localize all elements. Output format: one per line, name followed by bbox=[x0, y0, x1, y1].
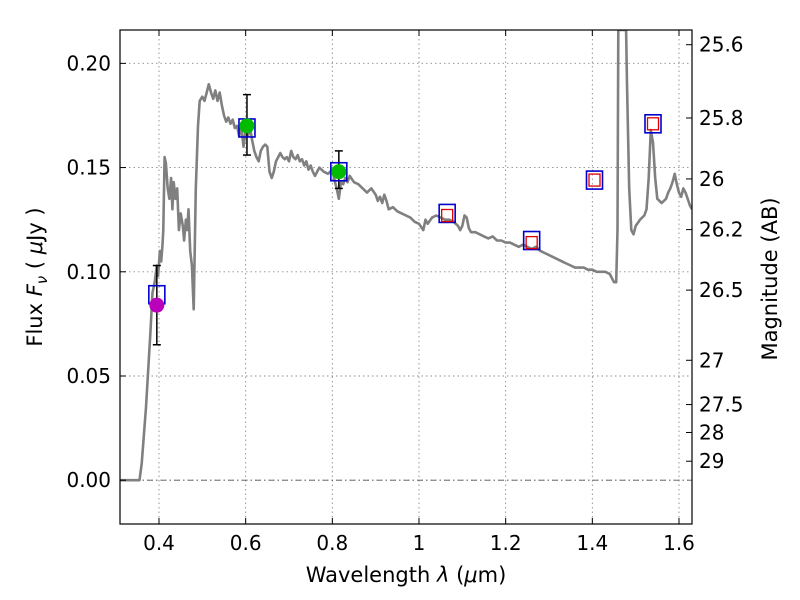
y2-tick-label: 29 bbox=[699, 449, 724, 473]
y2-tick-label: 26 bbox=[699, 167, 724, 191]
x-tick-label: 0.6 bbox=[230, 531, 262, 555]
series-layer bbox=[120, 30, 692, 482]
x-tick-label: 1.2 bbox=[490, 531, 522, 555]
model-flux-square bbox=[644, 113, 662, 134]
marker-layer bbox=[148, 93, 662, 346]
y-tick-label: 0.20 bbox=[66, 51, 111, 75]
y-axis-label: Flux Fν ( μJy ) bbox=[23, 207, 51, 346]
x-tick-label: 1 bbox=[413, 531, 426, 555]
x-tick-label: 1.4 bbox=[576, 531, 608, 555]
y-tick-labels: 0.00 0.05 0.10 0.15 0.20 bbox=[66, 51, 111, 492]
y2-tick-label: 28 bbox=[699, 420, 724, 444]
observed-limit-square bbox=[441, 208, 454, 223]
plot-frame bbox=[119, 29, 693, 525]
detection-point bbox=[149, 297, 165, 313]
x-tick-label: 1.6 bbox=[663, 531, 695, 555]
y2-tick-label: 25.8 bbox=[699, 106, 744, 130]
model-spectrum-line bbox=[120, 30, 692, 482]
y2-tick-label: 27 bbox=[699, 348, 724, 372]
y2-tick-label: 26.5 bbox=[699, 278, 744, 302]
observed-limit-square bbox=[525, 235, 538, 250]
observed-limit-square bbox=[588, 173, 601, 187]
model-flux-square bbox=[585, 170, 604, 190]
y2-tick-labels: 25.6 25.8 26 26.2 26.5 27 27.5 28 29 bbox=[699, 33, 744, 474]
y-tick-label: 0.05 bbox=[66, 364, 111, 388]
observed-limit-square bbox=[646, 117, 660, 131]
y-tick-label: 0.00 bbox=[66, 468, 111, 492]
x-axis-label: Wavelength λ (μm) bbox=[306, 563, 507, 587]
detection-point bbox=[331, 164, 347, 180]
x-tick-label: 0.4 bbox=[143, 531, 175, 555]
y2-tick-label: 27.5 bbox=[699, 393, 744, 417]
y2-tick-label: 26.2 bbox=[699, 218, 744, 242]
y2-axis-label: Magnitude (AB) bbox=[758, 197, 782, 360]
x-tick-label: 0.8 bbox=[316, 531, 348, 555]
model-flux-square bbox=[438, 203, 456, 224]
model-flux-square bbox=[330, 161, 348, 182]
x-tick-labels: 0.4 0.6 0.8 1 1.2 1.4 1.6 bbox=[143, 531, 695, 555]
y-tick-label: 0.10 bbox=[66, 260, 111, 284]
y-tick-label: 0.15 bbox=[66, 156, 111, 180]
model-flux-square bbox=[522, 230, 541, 251]
tick-layer bbox=[120, 30, 692, 524]
y2-tick-label: 25.6 bbox=[699, 33, 744, 57]
detection-point bbox=[239, 118, 255, 134]
